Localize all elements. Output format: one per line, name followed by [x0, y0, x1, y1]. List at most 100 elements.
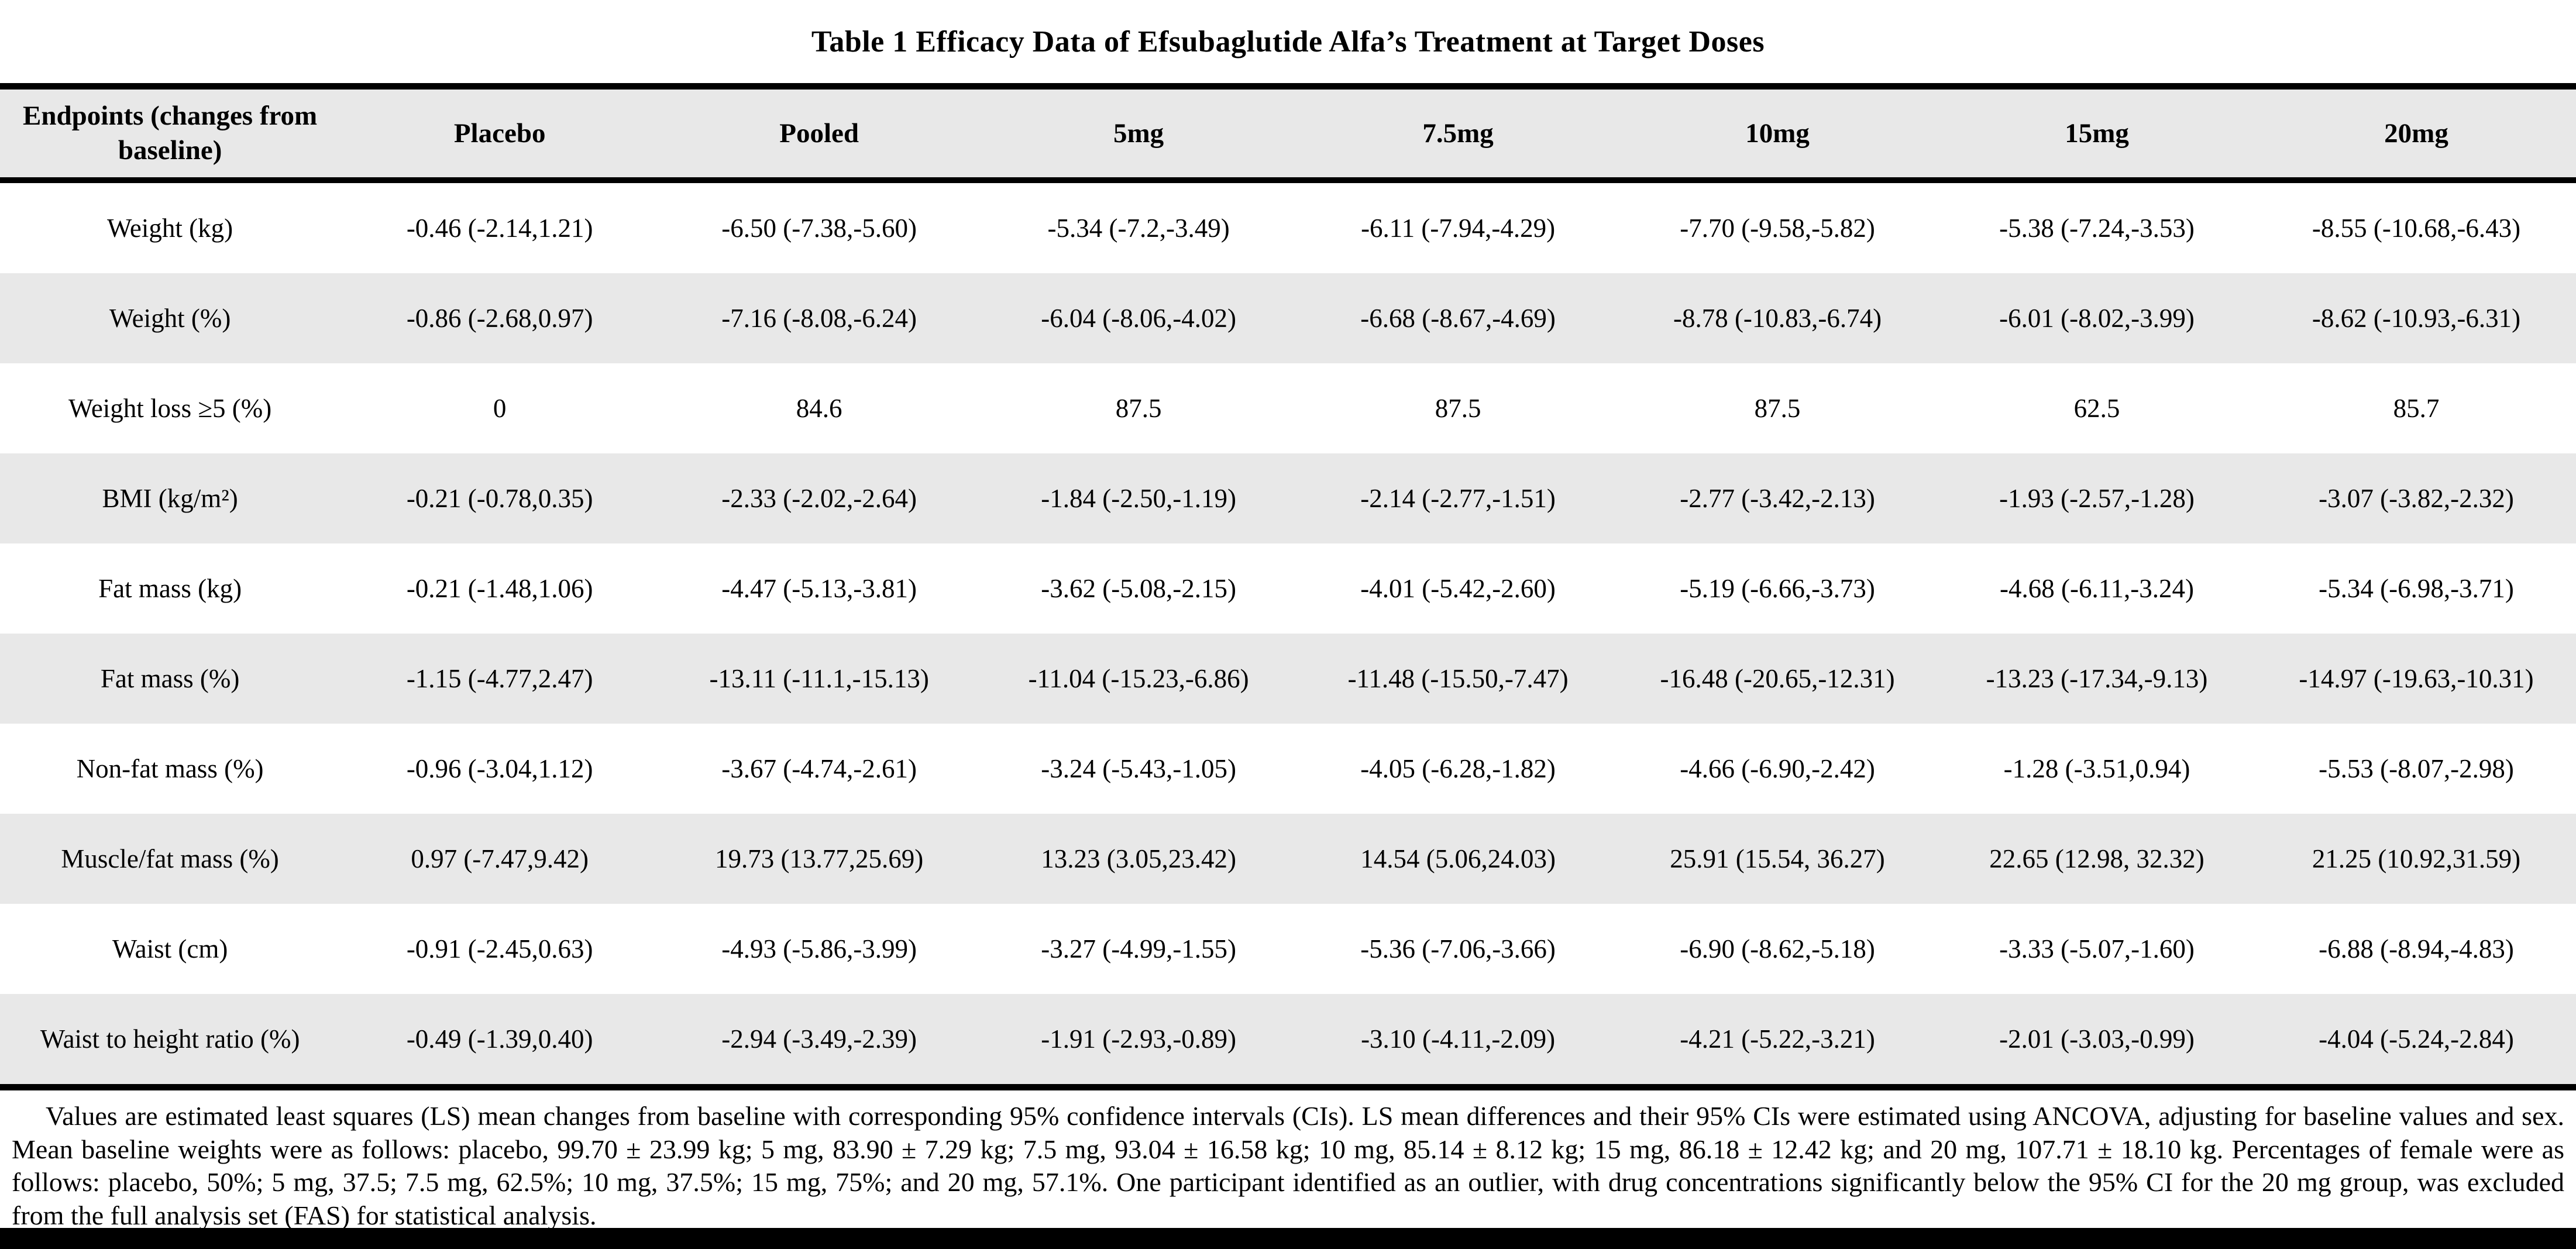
column-header-15mg: 15mg — [1937, 86, 2257, 183]
value-cell: -4.05 (-6.28,-1.82) — [1360, 754, 1556, 783]
value-cell: 0.97 (-7.47,9.42) — [411, 844, 589, 873]
value-cell: -0.21 (-1.48,1.06) — [406, 574, 593, 603]
efficacy-table: Endpoints (changes from baseline) Placeb… — [0, 83, 2576, 1090]
value-cell: -6.50 (-7.38,-5.60) — [721, 214, 917, 243]
value-cell: -3.24 (-5.43,-1.05) — [1041, 754, 1236, 783]
value-cell: -13.11 (-11.1,-15.13) — [709, 664, 929, 693]
value-cell: 87.5 — [1754, 394, 1801, 423]
value-cell: -7.16 (-8.08,-6.24) — [721, 304, 917, 333]
column-header-5mg: 5mg — [979, 86, 1299, 183]
table-row: Waist to height ratio (%) -0.49 (-1.39,0.… — [0, 994, 2576, 1088]
value-cell: 84.6 — [796, 394, 842, 423]
row-label: Waist (cm) — [112, 934, 228, 964]
table-row: Fat mass (kg) -0.21 (-1.48,1.06) -4.47 (-5… — [0, 543, 2576, 634]
value-cell: -2.14 (-2.77,-1.51) — [1360, 484, 1556, 513]
value-cell: -4.21 (-5.22,-3.21) — [1680, 1024, 1875, 1054]
value-cell: -0.21 (-0.78,0.35) — [406, 484, 593, 513]
value-cell: -6.04 (-8.06,-4.02) — [1041, 304, 1236, 333]
value-cell: -4.66 (-6.90,-2.42) — [1680, 754, 1875, 783]
value-cell: -7.70 (-9.58,-5.82) — [1680, 214, 1875, 243]
column-header-7-5mg: 7.5mg — [1298, 86, 1618, 183]
value-cell: 22.65 (12.98, 32.32) — [1989, 844, 2204, 873]
value-cell: -2.77 (-3.42,-2.13) — [1680, 484, 1875, 513]
table-body: Weight (kg) -0.46 (-2.14,1.21) -6.50 (-7.3… — [0, 180, 2576, 1088]
row-label: Waist to height ratio (%) — [40, 1024, 300, 1054]
value-cell: -14.97 (-19.63,-10.31) — [2299, 664, 2534, 693]
value-cell: -11.04 (-15.23,-6.86) — [1028, 664, 1249, 693]
value-cell: -5.36 (-7.06,-3.66) — [1360, 934, 1556, 964]
value-cell: -5.19 (-6.66,-3.73) — [1680, 574, 1875, 603]
value-cell: 19.73 (13.77,25.69) — [715, 844, 924, 873]
header-row: Endpoints (changes from baseline) Placeb… — [0, 86, 2576, 183]
value-cell: -11.48 (-15.50,-7.47) — [1347, 664, 1569, 693]
column-header-20mg: 20mg — [2257, 86, 2576, 183]
value-cell: -0.96 (-3.04,1.12) — [406, 754, 593, 783]
value-cell: -3.67 (-4.74,-2.61) — [721, 754, 917, 783]
column-header-10mg: 10mg — [1618, 86, 1938, 183]
value-cell: -4.68 (-6.11,-3.24) — [2000, 574, 2195, 603]
value-cell: -3.33 (-5.07,-1.60) — [1999, 934, 2195, 964]
value-cell: -5.34 (-7.2,-3.49) — [1047, 214, 1230, 243]
table-footnote: Values are estimated least squares (LS) … — [12, 1101, 2564, 1230]
value-cell: 85.7 — [2393, 394, 2440, 423]
row-label: Weight loss ≥5 (%) — [68, 394, 272, 423]
value-cell: -13.23 (-17.34,-9.13) — [1986, 664, 2208, 693]
value-cell: -8.62 (-10.93,-6.31) — [2312, 304, 2521, 333]
value-cell: -6.88 (-8.94,-4.83) — [2319, 934, 2514, 964]
value-cell: 14.54 (5.06,24.03) — [1360, 844, 1556, 873]
row-label: Fat mass (kg) — [98, 574, 242, 603]
value-cell: -4.04 (-5.24,-2.84) — [2319, 1024, 2514, 1054]
value-cell: 0 — [493, 394, 507, 423]
value-cell: -3.10 (-4.11,-2.09) — [1361, 1024, 1556, 1054]
value-cell: -1.91 (-2.93,-0.89) — [1041, 1024, 1236, 1054]
value-cell: 87.5 — [1435, 394, 1481, 423]
value-cell: -0.46 (-2.14,1.21) — [406, 214, 593, 243]
value-cell: -2.94 (-3.49,-2.39) — [721, 1024, 917, 1054]
value-cell: 87.5 — [1115, 394, 1162, 423]
value-cell: -3.62 (-5.08,-2.15) — [1041, 574, 1236, 603]
table-row: Non-fat mass (%) -0.96 (-3.04,1.12) -3.67 … — [0, 724, 2576, 814]
table-row: Fat mass (%) -1.15 (-4.77,2.47) -13.11 (-1… — [0, 634, 2576, 724]
value-cell: -6.90 (-8.62,-5.18) — [1680, 934, 1875, 964]
value-cell: -3.27 (-4.99,-1.55) — [1041, 934, 1236, 964]
value-cell: -0.49 (-1.39,0.40) — [406, 1024, 593, 1054]
value-cell: 13.23 (3.05,23.42) — [1041, 844, 1236, 873]
table-row: BMI (kg/m²) -0.21 (-0.78,0.35) -2.33 (-2.0… — [0, 453, 2576, 543]
value-cell: -6.68 (-8.67,-4.69) — [1360, 304, 1556, 333]
value-cell: -5.53 (-8.07,-2.98) — [2319, 754, 2514, 783]
column-header-endpoints: Endpoints (changes from baseline) — [0, 86, 341, 183]
value-cell: -8.78 (-10.83,-6.74) — [1673, 304, 1882, 333]
row-label: Weight (%) — [109, 304, 231, 333]
column-header-placebo: Placebo — [340, 86, 660, 183]
value-cell: -0.86 (-2.68,0.97) — [406, 304, 593, 333]
value-cell: -4.47 (-5.13,-3.81) — [721, 574, 917, 603]
table-row: Waist (cm) -0.91 (-2.45,0.63) -4.93 (-5.86… — [0, 904, 2576, 994]
value-cell: -2.01 (-3.03,-0.99) — [1999, 1024, 2195, 1054]
table-row: Muscle/fat mass (%) 0.97 (-7.47,9.42) 19.7… — [0, 814, 2576, 904]
table-row: Weight loss ≥5 (%) 0 84.6 87.5 87.5 87.5 62.5 8… — [0, 363, 2576, 453]
value-cell: -2.33 (-2.02,-2.64) — [721, 484, 917, 513]
value-cell: 25.91 (15.54, 36.27) — [1670, 844, 1885, 873]
value-cell: 21.25 (10.92,31.59) — [2312, 844, 2521, 873]
value-cell: -5.38 (-7.24,-3.53) — [1999, 214, 2195, 243]
value-cell: -5.34 (-6.98,-3.71) — [2319, 574, 2514, 603]
table-title: Table 1 Efficacy Data of Efsubaglutide A… — [811, 25, 1765, 59]
value-cell: 62.5 — [2073, 394, 2120, 423]
row-label: Non-fat mass (%) — [76, 754, 264, 783]
table-row: Weight (%) -0.86 (-2.68,0.97) -7.16 (-8.08… — [0, 273, 2576, 363]
value-cell: -16.48 (-20.65,-12.31) — [1660, 664, 1895, 693]
value-cell: -1.84 (-2.50,-1.19) — [1041, 484, 1236, 513]
column-header-pooled: Pooled — [659, 86, 979, 183]
row-label: BMI (kg/m²) — [102, 484, 238, 513]
value-cell: -4.01 (-5.42,-2.60) — [1360, 574, 1556, 603]
table-row: Weight (kg) -0.46 (-2.14,1.21) -6.50 (-7.3… — [0, 180, 2576, 273]
value-cell: -1.28 (-3.51,0.94) — [2003, 754, 2190, 783]
value-cell: -6.01 (-8.02,-3.99) — [1999, 304, 2195, 333]
value-cell: -8.55 (-10.68,-6.43) — [2312, 214, 2521, 243]
value-cell: -1.15 (-4.77,2.47) — [406, 664, 593, 693]
bottom-black-bar — [0, 1228, 2576, 1249]
value-cell: -6.11 (-7.94,-4.29) — [1361, 214, 1556, 243]
row-label: Fat mass (%) — [100, 664, 240, 693]
value-cell: -4.93 (-5.86,-3.99) — [721, 934, 917, 964]
